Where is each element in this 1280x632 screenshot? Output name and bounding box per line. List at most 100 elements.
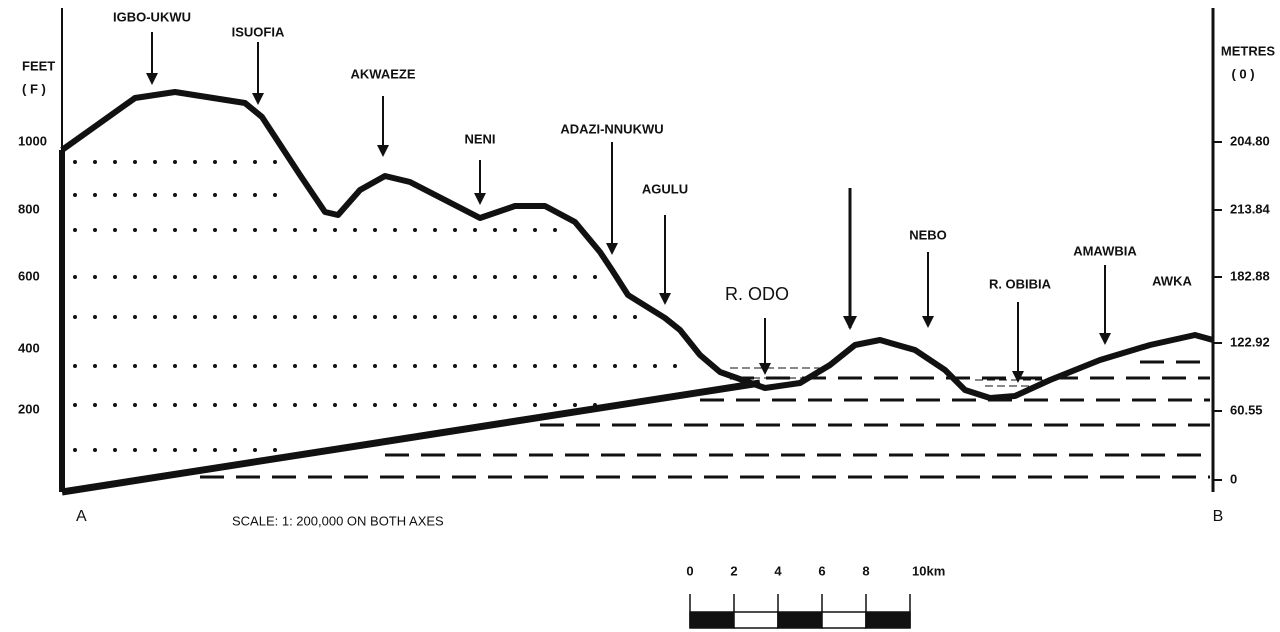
- dot: [373, 315, 377, 319]
- dot: [133, 403, 137, 407]
- terrain-profile: [62, 92, 1213, 398]
- right-axis-title: METRES: [1221, 43, 1276, 58]
- dot: [213, 160, 217, 164]
- dot: [253, 448, 257, 452]
- left-tick-label: 800: [18, 201, 40, 216]
- dot: [173, 193, 177, 197]
- dot: [153, 315, 157, 319]
- dot: [253, 364, 257, 368]
- dot: [233, 403, 237, 407]
- dot: [273, 403, 277, 407]
- dot: [273, 228, 277, 232]
- dot: [553, 364, 557, 368]
- dot: [393, 275, 397, 279]
- dot: [133, 315, 137, 319]
- dot: [193, 193, 197, 197]
- dot: [453, 364, 457, 368]
- scale-segment: [690, 612, 734, 628]
- dot: [513, 275, 517, 279]
- dot: [113, 448, 117, 452]
- dot: [513, 228, 517, 232]
- dot: [533, 228, 537, 232]
- dot: [133, 448, 137, 452]
- dot: [533, 275, 537, 279]
- place-label: AMAWBIA: [1073, 243, 1137, 258]
- dot: [473, 228, 477, 232]
- dot: [153, 228, 157, 232]
- dot: [653, 364, 657, 368]
- dot: [333, 364, 337, 368]
- dot: [73, 403, 77, 407]
- dot: [533, 364, 537, 368]
- dot: [473, 275, 477, 279]
- dot: [573, 364, 577, 368]
- arrow-head: [606, 243, 618, 255]
- dot: [213, 403, 217, 407]
- left-tick-label: 200: [18, 401, 40, 416]
- dot: [93, 403, 97, 407]
- dot: [293, 364, 297, 368]
- arrow-head: [377, 145, 389, 157]
- dot: [333, 228, 337, 232]
- arrow-head: [759, 363, 771, 375]
- place-label: IGBO-UKWU: [113, 9, 191, 24]
- dot: [113, 364, 117, 368]
- dot: [513, 403, 517, 407]
- dot: [313, 275, 317, 279]
- dot: [133, 228, 137, 232]
- dot: [333, 315, 337, 319]
- dot: [453, 315, 457, 319]
- arrow-head: [252, 93, 264, 105]
- scale-note: SCALE: 1: 200,000 ON BOTH AXES: [232, 513, 444, 528]
- place-label: R. ODO: [725, 284, 789, 304]
- cross-section: FEET ( F ) METRES ( 0 ) A B SCALE: 1: 20…: [0, 0, 1280, 632]
- arrow-head: [922, 316, 934, 328]
- dot: [353, 228, 357, 232]
- dot: [333, 275, 337, 279]
- dot: [573, 275, 577, 279]
- scale-segment: [734, 612, 778, 628]
- place-label: AWKA: [1152, 273, 1192, 288]
- dot: [633, 315, 637, 319]
- dot: [113, 403, 117, 407]
- dot: [473, 315, 477, 319]
- dot: [93, 228, 97, 232]
- dot: [193, 448, 197, 452]
- dot: [153, 403, 157, 407]
- dot: [173, 403, 177, 407]
- dot: [133, 193, 137, 197]
- dot: [433, 228, 437, 232]
- dot: [593, 364, 597, 368]
- dot: [153, 193, 157, 197]
- dot: [113, 193, 117, 197]
- dot: [673, 364, 677, 368]
- arrow-head: [1099, 333, 1111, 345]
- right-tick-label: 204.80: [1230, 133, 1270, 148]
- left-axis-unit: ( F ): [22, 81, 46, 96]
- arrow-head: [474, 193, 486, 205]
- dot: [433, 364, 437, 368]
- dot: [633, 364, 637, 368]
- dot: [393, 315, 397, 319]
- right-tick-label: 60.55: [1230, 402, 1263, 417]
- dot: [93, 160, 97, 164]
- dot: [553, 275, 557, 279]
- dot: [413, 228, 417, 232]
- arrow-head: [843, 316, 857, 330]
- left-tick-label: 600: [18, 268, 40, 283]
- scale-label: 10km: [912, 563, 945, 578]
- dot: [173, 275, 177, 279]
- dot: [273, 448, 277, 452]
- dot: [253, 160, 257, 164]
- right-tick-label: 213.84: [1230, 201, 1271, 216]
- dot: [133, 364, 137, 368]
- dot: [233, 160, 237, 164]
- dot: [73, 364, 77, 368]
- dot: [253, 403, 257, 407]
- dot: [393, 228, 397, 232]
- dot: [273, 315, 277, 319]
- dot: [513, 315, 517, 319]
- dot: [113, 275, 117, 279]
- dot: [233, 315, 237, 319]
- dot: [193, 275, 197, 279]
